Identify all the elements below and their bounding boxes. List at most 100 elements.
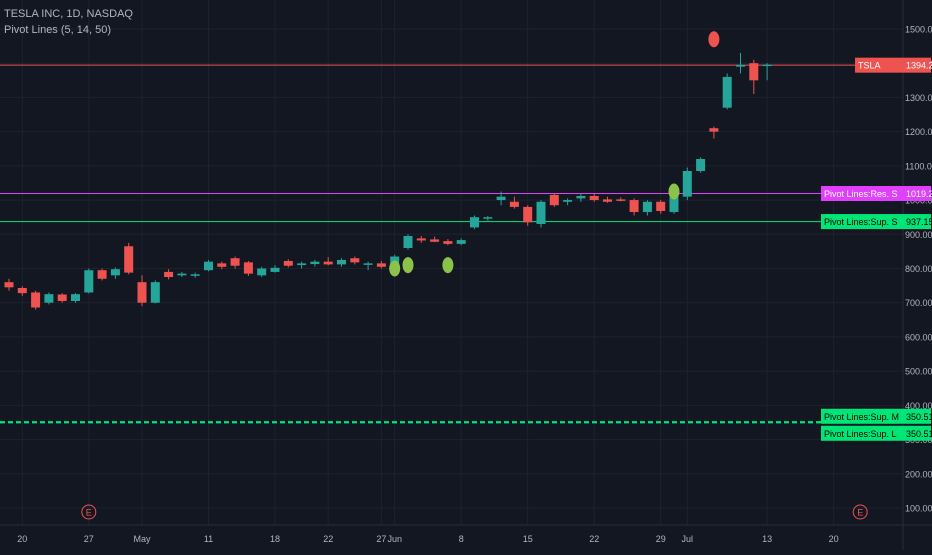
earnings-marker-icon: [852, 504, 868, 520]
candle-body: [430, 239, 440, 242]
candle-body: [669, 196, 679, 213]
y-tick-label: 400.00: [905, 401, 932, 411]
y-tick-label: 600.00: [905, 332, 932, 342]
pivot-marker: [668, 183, 680, 200]
candle-body: [71, 294, 80, 302]
candle-body: [257, 268, 267, 276]
level-tag: Pivot Lines:Res. S: [824, 189, 898, 199]
x-tick-label: 8: [459, 534, 464, 544]
level-label-bg: [821, 425, 931, 441]
candle-body: [137, 282, 147, 303]
candle-body: [523, 206, 533, 223]
y-tick-label: 700.00: [905, 298, 932, 308]
candle-body: [456, 240, 466, 244]
pivot-marker: [442, 257, 454, 274]
indicator-label: Pivot Lines (5, 14, 50): [4, 24, 112, 36]
y-tick-label: 100.00: [905, 504, 932, 514]
x-tick-label: 27: [84, 534, 94, 544]
candle-body: [310, 261, 320, 265]
candle-body: [629, 200, 639, 213]
level-label-bg: [821, 214, 931, 230]
x-tick-label: 20: [829, 534, 839, 544]
pivot-marker: [708, 31, 720, 48]
x-tick-label: 27: [376, 534, 386, 544]
x-tick-label: 20: [17, 534, 27, 544]
candle-body: [164, 271, 174, 278]
candle-body: [57, 294, 67, 302]
candle-body: [536, 201, 546, 225]
level-label: Pivot Lines:Sup. M 350.51: [821, 408, 932, 424]
y-tick-label: 200.00: [905, 469, 932, 479]
candle-body: [297, 263, 307, 266]
x-tick-label: Jul: [682, 534, 694, 544]
candle-body: [563, 200, 573, 202]
candle-body: [509, 201, 519, 207]
y-tick-label: 800.00: [905, 264, 932, 274]
candle-body: [177, 273, 187, 276]
level-value: 1019.20: [906, 189, 932, 199]
candle-body: [403, 235, 413, 248]
candle-body: [190, 274, 200, 276]
candle-body: [110, 269, 120, 276]
candle-body: [150, 282, 160, 303]
candle-body: [709, 128, 719, 132]
candle-body: [576, 195, 586, 199]
earnings-marker-label: E: [86, 508, 92, 518]
x-tick-label: 22: [589, 534, 599, 544]
level-tag: Pivot Lines:Sup. S: [824, 217, 898, 227]
x-tick-label: 18: [270, 534, 280, 544]
candle-body: [736, 64, 745, 67]
x-tick-label: 15: [523, 534, 533, 544]
level-label: TSLA 1394.28: [855, 57, 932, 73]
y-tick-label: 900.00: [905, 230, 932, 240]
candle-body: [682, 170, 692, 197]
candle-body: [416, 238, 426, 241]
candle-body: [496, 196, 506, 201]
level-tag: Pivot Lines:Sup. L: [824, 429, 897, 439]
level-label-bg: [821, 186, 931, 202]
y-tick-label: 1100.00: [905, 161, 932, 171]
candle-body: [323, 261, 333, 265]
candle-body: [470, 217, 479, 228]
y-tick-label: 1300.00: [905, 93, 932, 103]
candle-body: [17, 288, 27, 294]
chart-title: TESLA INC, 1D, NASDAQ: [4, 8, 133, 20]
candle-body: [696, 159, 706, 171]
candle-body: [350, 258, 360, 263]
level-value: 350.51: [906, 429, 932, 439]
candle-body: [31, 292, 41, 308]
level-label-bg: [855, 57, 931, 73]
x-tick-label: 22: [323, 534, 333, 544]
candle-body: [124, 246, 134, 273]
level-value: 350.51: [906, 412, 932, 422]
candle-body: [549, 194, 559, 206]
level-value: 1394.28: [906, 61, 932, 71]
candle-body: [283, 260, 293, 266]
candle-body: [762, 64, 772, 67]
candle-body: [603, 199, 612, 202]
candle-body: [589, 195, 599, 201]
level-value: 937.15: [906, 217, 932, 227]
candle-body: [44, 294, 54, 303]
candle-body: [230, 258, 240, 266]
x-tick-label: 13: [762, 534, 772, 544]
y-tick-label: 500.00: [905, 367, 932, 377]
x-tick-label: May: [133, 534, 151, 544]
earnings-marker-label: E: [857, 508, 863, 518]
earnings-marker-icon: [81, 504, 97, 520]
candle-body: [217, 263, 227, 267]
candle-body: [243, 262, 253, 274]
x-tick-label: Jun: [387, 534, 402, 544]
candle-body: [84, 270, 94, 293]
level-label: Pivot Lines:Sup. L 350.51: [821, 425, 932, 441]
level-tag: Pivot Lines:Sup. M: [824, 412, 899, 422]
level-label: Pivot Lines:Sup. S 937.15: [821, 214, 932, 230]
candle-body: [363, 263, 373, 265]
candle-body: [656, 201, 666, 212]
candle-body: [270, 267, 280, 272]
candle-body: [337, 259, 346, 265]
level-tag: TSLA: [858, 61, 881, 71]
